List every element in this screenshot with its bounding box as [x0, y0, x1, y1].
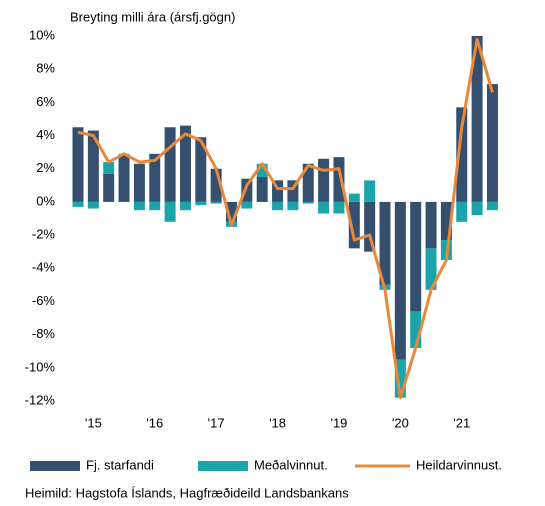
bar — [210, 201, 222, 204]
bar — [318, 158, 330, 202]
bar — [486, 201, 498, 211]
bar — [333, 157, 345, 202]
line — [77, 37, 494, 400]
bar — [72, 127, 84, 202]
bar — [440, 201, 452, 241]
x-tick-label: '20 — [392, 415, 409, 430]
bar — [425, 248, 437, 290]
bar — [256, 177, 268, 202]
legend-label: Fj. starfandi — [86, 457, 154, 472]
bar — [72, 201, 84, 207]
bar — [272, 201, 284, 211]
y-tick-label: 6% — [36, 94, 55, 109]
bar — [164, 201, 176, 222]
bar — [149, 201, 161, 211]
bar — [133, 201, 145, 211]
y-tick-label: 4% — [36, 127, 55, 142]
bar — [486, 84, 498, 202]
bar — [241, 201, 253, 209]
y-tick-label: -4% — [32, 260, 56, 275]
x-tick-label: '18 — [269, 415, 286, 430]
y-tick-label: 2% — [36, 160, 55, 175]
bar — [133, 163, 145, 202]
bar — [287, 201, 299, 211]
y-tick-label: 8% — [36, 61, 55, 76]
bar — [333, 201, 345, 214]
bar — [241, 178, 253, 202]
legend-label: Meðalvinnut. — [254, 457, 328, 472]
bar — [379, 201, 391, 285]
bar — [164, 127, 176, 202]
bar — [348, 201, 360, 249]
bar — [103, 162, 115, 174]
bar — [318, 201, 330, 214]
bar — [272, 180, 284, 202]
bar — [394, 201, 406, 360]
bar — [302, 201, 314, 204]
y-tick-label: 0% — [36, 193, 55, 208]
x-tick-label: '17 — [208, 415, 225, 430]
bar — [149, 153, 161, 202]
bar — [471, 36, 483, 202]
bar — [302, 163, 314, 202]
bar — [364, 201, 376, 252]
y-tick-label: -8% — [32, 326, 56, 341]
y-tick-label: -6% — [32, 293, 56, 308]
y-tick-label: -12% — [25, 392, 56, 407]
chart-title: Breyting milli ára (ársfj.gögn) — [70, 9, 235, 24]
bar — [179, 125, 191, 202]
x-tick-label: '15 — [85, 415, 102, 430]
y-tick-label: -10% — [25, 359, 56, 374]
bar — [410, 311, 422, 348]
x-tick-label: '21 — [453, 415, 470, 430]
bar — [226, 201, 237, 222]
x-tick-label: '16 — [146, 415, 163, 430]
source: Heimild: Hagstofa Íslands, Hagfræðideild… — [25, 485, 349, 500]
bar — [256, 163, 268, 178]
bar — [456, 107, 468, 202]
bar — [118, 155, 130, 202]
bar — [103, 173, 115, 202]
bar — [195, 137, 207, 202]
x-tick-label: '19 — [330, 415, 347, 430]
legend-label: Heildarvinnust. — [416, 457, 502, 472]
bar — [348, 193, 360, 202]
bar — [394, 359, 406, 398]
bar — [87, 201, 99, 209]
bar — [87, 130, 99, 202]
bar — [179, 201, 191, 211]
y-tick-label: -2% — [32, 227, 56, 242]
bar — [210, 168, 222, 202]
bar — [410, 201, 422, 312]
bar — [471, 201, 483, 216]
bar — [287, 180, 299, 202]
legend-swatch — [198, 461, 248, 471]
bar — [195, 201, 207, 206]
bar — [456, 201, 468, 222]
y-tick-label: 10% — [29, 27, 55, 42]
bar — [364, 180, 376, 202]
bar — [425, 201, 437, 249]
legend-swatch — [30, 461, 80, 471]
